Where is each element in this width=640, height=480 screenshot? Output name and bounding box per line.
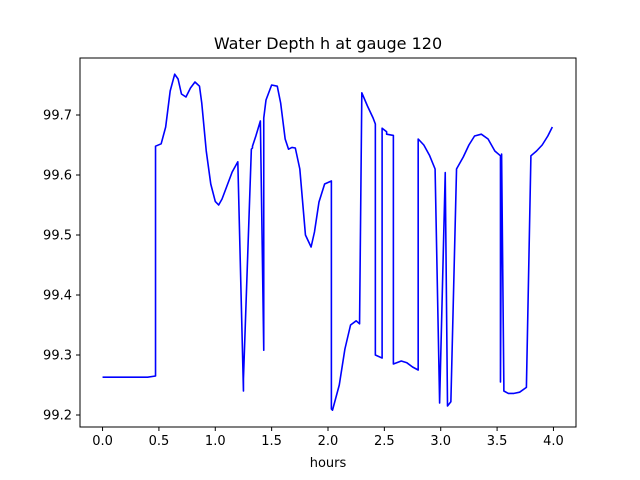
y-tick-label: 99.7 — [43, 109, 72, 124]
y-tick-label: 99.5 — [43, 229, 72, 244]
x-tick-label: 3.0 — [430, 434, 451, 449]
x-tick-label: 0.5 — [149, 434, 170, 449]
x-tick-label: 4.0 — [543, 434, 564, 449]
x-tick-label: 3.5 — [487, 434, 508, 449]
x-axis-label: hours — [310, 456, 347, 471]
series-line — [102, 73, 554, 412]
x-tick-label: 1.5 — [261, 434, 282, 449]
chart-title: Water Depth h at gauge 120 — [214, 34, 442, 53]
plot-area — [102, 73, 554, 412]
x-tick-label: 2.5 — [374, 434, 395, 449]
x-tick-label: 2.0 — [318, 434, 339, 449]
y-axis-ticks: 99.2 99.3 99.4 99.5 99.6 99.7 — [43, 109, 80, 424]
y-tick-label: 99.4 — [43, 289, 72, 304]
axes-frame — [79, 57, 577, 428]
y-tick-label: 99.2 — [43, 409, 72, 424]
y-tick-label: 99.3 — [43, 349, 72, 364]
x-tick-label: 1.0 — [205, 434, 226, 449]
x-axis-ticks: 0.0 0.5 1.0 1.5 2.0 2.5 3.0 3.5 4.0 — [92, 427, 564, 449]
y-tick-label: 99.6 — [43, 169, 72, 184]
x-tick-label: 0.0 — [92, 434, 113, 449]
